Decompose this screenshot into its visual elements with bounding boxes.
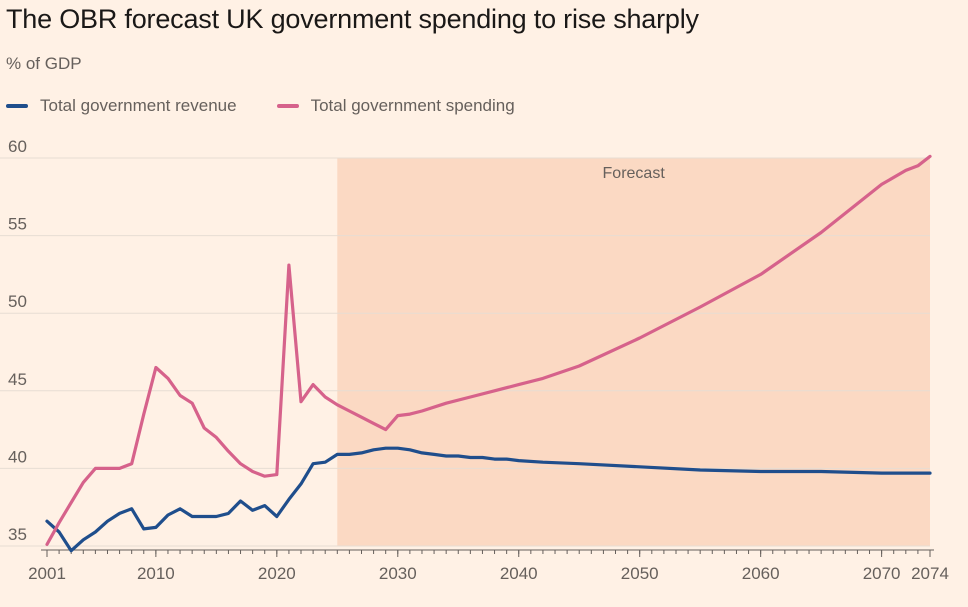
chart-subtitle: % of GDP xyxy=(6,54,82,73)
y-tick-label-40: 40 xyxy=(8,447,27,466)
y-tick-label-60: 60 xyxy=(8,137,27,156)
legend-item-spending: Total government spending xyxy=(276,96,515,116)
x-tick-label-2050: 2050 xyxy=(621,564,659,583)
legend-swatch-spending xyxy=(276,104,299,108)
x-tick-label-2060: 2060 xyxy=(742,564,780,583)
y-tick-label-45: 45 xyxy=(8,370,27,389)
legend-item-revenue: Total government revenue xyxy=(6,96,237,116)
chart-title: The OBR forecast UK government spending … xyxy=(6,4,699,34)
legend-swatch-revenue xyxy=(6,104,28,108)
y-tick-label-50: 50 xyxy=(8,292,27,311)
revenue-line xyxy=(45,446,932,553)
x-tick-label-2030: 2030 xyxy=(379,564,417,583)
legend-label-revenue: Total government revenue xyxy=(40,96,237,115)
y-tick-label-35: 35 xyxy=(8,525,27,544)
x-tick-label-2001: 2001 xyxy=(28,564,66,583)
forecast-label: Forecast xyxy=(603,165,666,182)
legend-label-spending: Total government spending xyxy=(310,96,515,115)
x-tick-label-2070: 2070 xyxy=(863,564,901,583)
x-tick-label-2020: 2020 xyxy=(258,564,296,583)
spending-line xyxy=(45,154,932,546)
y-tick-label-55: 55 xyxy=(8,215,27,234)
x-tick-label-2074: 2074 xyxy=(911,564,949,583)
legend: Total government revenue Total governmen… xyxy=(6,96,555,116)
x-tick-label-2010: 2010 xyxy=(137,564,175,583)
x-tick-label-2040: 2040 xyxy=(500,564,538,583)
